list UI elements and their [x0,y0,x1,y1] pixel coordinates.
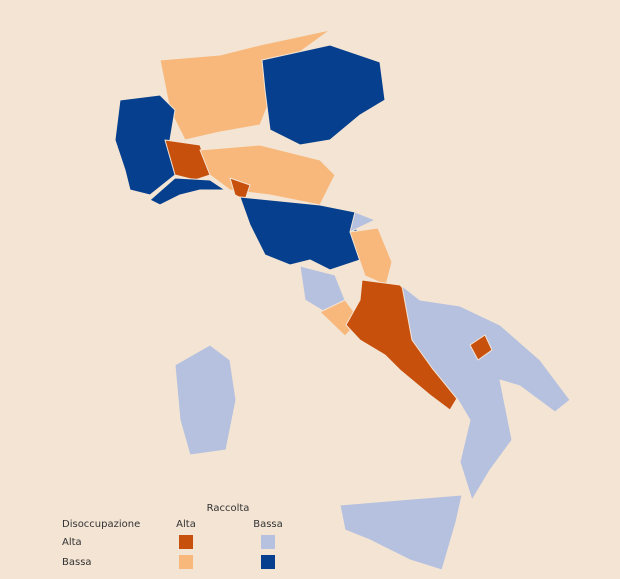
region [164,139,211,181]
region [401,285,571,501]
region [349,211,376,233]
legend-swatch [179,535,193,549]
legend-swatch [179,555,193,569]
region [261,44,386,146]
region [174,344,237,456]
legend-row-label: Alta [62,537,82,548]
region [469,334,493,361]
region [339,494,463,571]
region [149,177,226,206]
map [114,29,571,571]
legend: Raccolta Disoccupazione Alta Bassa Alta Bas… [62,503,283,569]
legend-title: Raccolta [207,503,250,514]
region [239,196,361,271]
legend-row-title: Disoccupazione [62,519,140,530]
region [349,227,393,286]
legend-column-label: Bassa [253,519,283,530]
legend-row-label: Bassa [62,557,92,568]
legend-swatch [261,555,275,569]
legend-column-label: Alta [176,519,196,530]
legend-swatch [261,535,275,549]
